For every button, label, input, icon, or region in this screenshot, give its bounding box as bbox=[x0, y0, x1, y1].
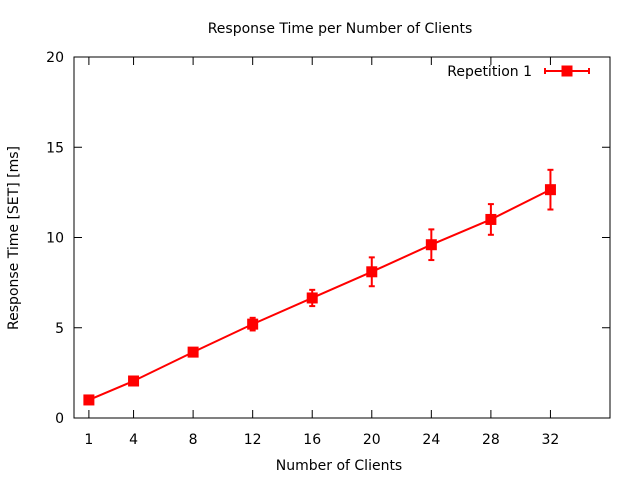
x-tick-label: 16 bbox=[303, 432, 321, 448]
data-point bbox=[247, 318, 259, 330]
x-tick-label: 8 bbox=[189, 432, 198, 448]
series-line bbox=[88, 188, 551, 401]
y-tick-label: 0 bbox=[55, 411, 64, 427]
data-point bbox=[128, 375, 140, 387]
x-axis-label: Number of Clients bbox=[276, 458, 402, 474]
x-tick-label: 20 bbox=[363, 432, 381, 448]
plot-frame bbox=[73, 56, 611, 419]
y-tick-label: 10 bbox=[46, 231, 64, 247]
data-point bbox=[366, 266, 378, 278]
x-tick-label: 1 bbox=[84, 432, 93, 448]
legend-key bbox=[544, 65, 590, 77]
y-tick-label: 5 bbox=[55, 321, 64, 337]
x-axis: 1 4 8 12 16 20 24 28 32 bbox=[84, 57, 559, 448]
legend-marker bbox=[561, 65, 573, 77]
y-tick-label: 20 bbox=[46, 50, 64, 66]
x-tick-label: 4 bbox=[129, 432, 138, 448]
data-point bbox=[544, 184, 556, 196]
x-tick-label: 24 bbox=[422, 432, 440, 448]
legend: Repetition 1 bbox=[447, 64, 590, 80]
data-point bbox=[485, 213, 497, 225]
data-point bbox=[83, 394, 95, 406]
data-point bbox=[187, 346, 199, 358]
data-point bbox=[425, 239, 437, 251]
y-tick-label: 15 bbox=[46, 140, 64, 156]
y-axis: 0 5 10 15 20 bbox=[46, 50, 610, 427]
x-tick-label: 12 bbox=[244, 432, 262, 448]
chart-title: Response Time per Number of Clients bbox=[208, 21, 473, 37]
series-repetition-1 bbox=[83, 168, 556, 406]
x-tick-label: 28 bbox=[482, 432, 500, 448]
data-point bbox=[306, 292, 318, 304]
x-tick-label: 32 bbox=[542, 432, 560, 448]
y-axis-label: Response Time [SET] [ms] bbox=[6, 146, 22, 330]
legend-label: Repetition 1 bbox=[447, 64, 532, 80]
